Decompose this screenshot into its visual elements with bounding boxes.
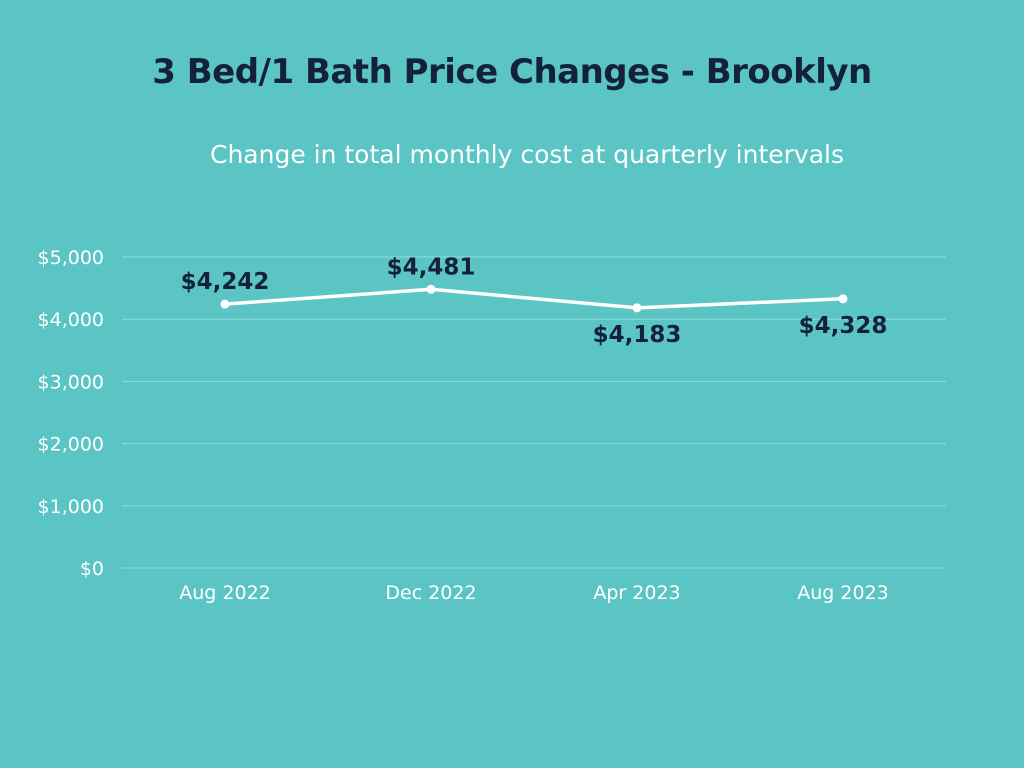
y-tick-label: $2,000 bbox=[38, 434, 104, 456]
x-tick-label: Apr 2023 bbox=[593, 582, 680, 604]
y-tick-label: $4,000 bbox=[38, 309, 104, 331]
data-label: $4,481 bbox=[387, 254, 476, 280]
y-tick-label: $5,000 bbox=[38, 247, 104, 269]
chart-title: 3 Bed/1 Bath Price Changes - Brooklyn bbox=[152, 52, 872, 92]
data-label: $4,242 bbox=[181, 269, 270, 295]
y-tick-label: $0 bbox=[80, 558, 104, 580]
data-point bbox=[426, 284, 436, 294]
data-label: $4,328 bbox=[799, 313, 888, 339]
y-tick-label: $1,000 bbox=[38, 496, 104, 518]
data-point bbox=[838, 294, 848, 304]
data-label: $4,183 bbox=[593, 322, 682, 348]
chart-subtitle: Change in total monthly cost at quarterl… bbox=[209, 140, 845, 169]
data-point bbox=[220, 299, 230, 309]
x-tick-label: Dec 2022 bbox=[385, 582, 476, 604]
data-point bbox=[632, 303, 642, 313]
x-tick-label: Aug 2023 bbox=[797, 582, 889, 604]
y-tick-label: $3,000 bbox=[38, 371, 104, 393]
x-tick-label: Aug 2022 bbox=[179, 582, 271, 604]
series-line bbox=[223, 287, 845, 310]
